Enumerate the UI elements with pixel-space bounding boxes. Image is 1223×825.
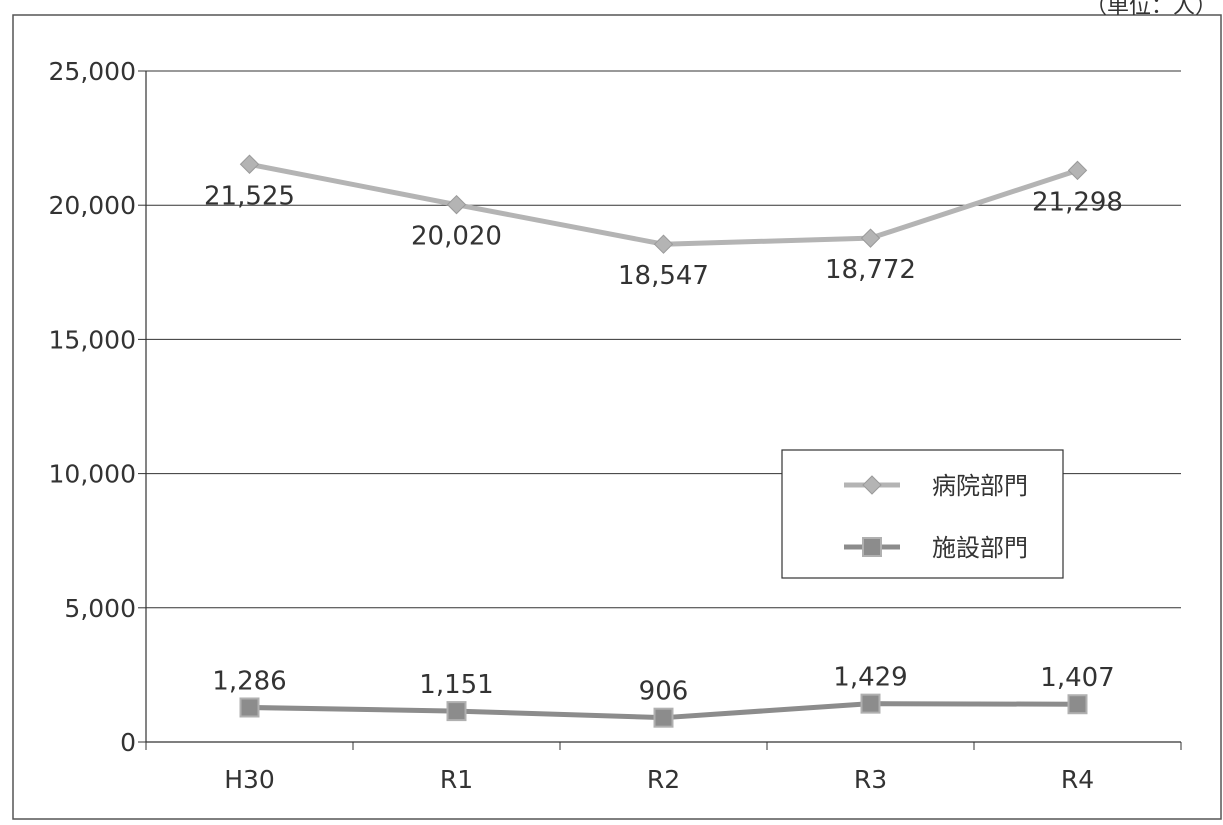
x-tick-label: H30 [224,765,275,794]
data-point [653,234,674,254]
series-line [249,161,1079,247]
legend-label: 病院部門 [932,472,1028,500]
y-tick-label: 15,000 [49,325,136,354]
legend-marker [862,537,882,557]
data-point [446,194,467,215]
data-label: 1,286 [212,666,286,696]
data-label: 1,429 [833,663,907,693]
data-label: 21,525 [204,181,295,211]
data-point [860,693,881,714]
series-1: 21,525 20,020 18,547 18,772 21,298 [204,154,1123,291]
data-point [1067,160,1088,181]
legend-marker [862,475,882,495]
data-label: 21,298 [1032,187,1123,217]
legend-label: 施設部門 [932,534,1028,562]
data-label: 18,547 [618,261,709,291]
data-label: 906 [639,677,689,707]
x-tick-label: R3 [854,765,887,794]
chart-frame [12,14,1222,820]
data-point [860,228,881,248]
series-2: 1,286 1,151 906 1,429 1,407 [212,663,1115,728]
data-point [1067,694,1088,715]
axes: 0 5,000 10,000 15,000 20,000 25,000 H30 R1 R2 R3 R… [49,57,1182,794]
legend-item: 病院部門 [844,472,1028,500]
y-tick-label: 10,000 [49,460,136,489]
legend-box [781,449,1064,579]
y-tick-label: 5,000 [64,594,136,623]
data-label: 20,020 [411,222,502,252]
data-point [653,707,674,728]
y-tick-label: 0 [120,728,136,757]
x-tick-label: R4 [1061,765,1094,794]
legend-item: 施設部門 [844,534,1028,562]
data-point [239,154,260,174]
data-label: 1,407 [1040,663,1114,693]
y-tick-label: 25,000 [49,57,136,86]
x-tick-label: R1 [440,765,473,794]
x-tick-label: R2 [647,765,680,794]
data-point [239,697,260,718]
y-tick-label: 20,000 [49,191,136,220]
data-label: 18,772 [825,255,916,285]
series: 21,525 20,020 18,547 18,772 21,298 1,286 1,151… [204,154,1123,728]
data-point [446,701,467,722]
data-label: 1,151 [419,670,493,700]
unit-note: （単位：人） [1084,0,1217,19]
